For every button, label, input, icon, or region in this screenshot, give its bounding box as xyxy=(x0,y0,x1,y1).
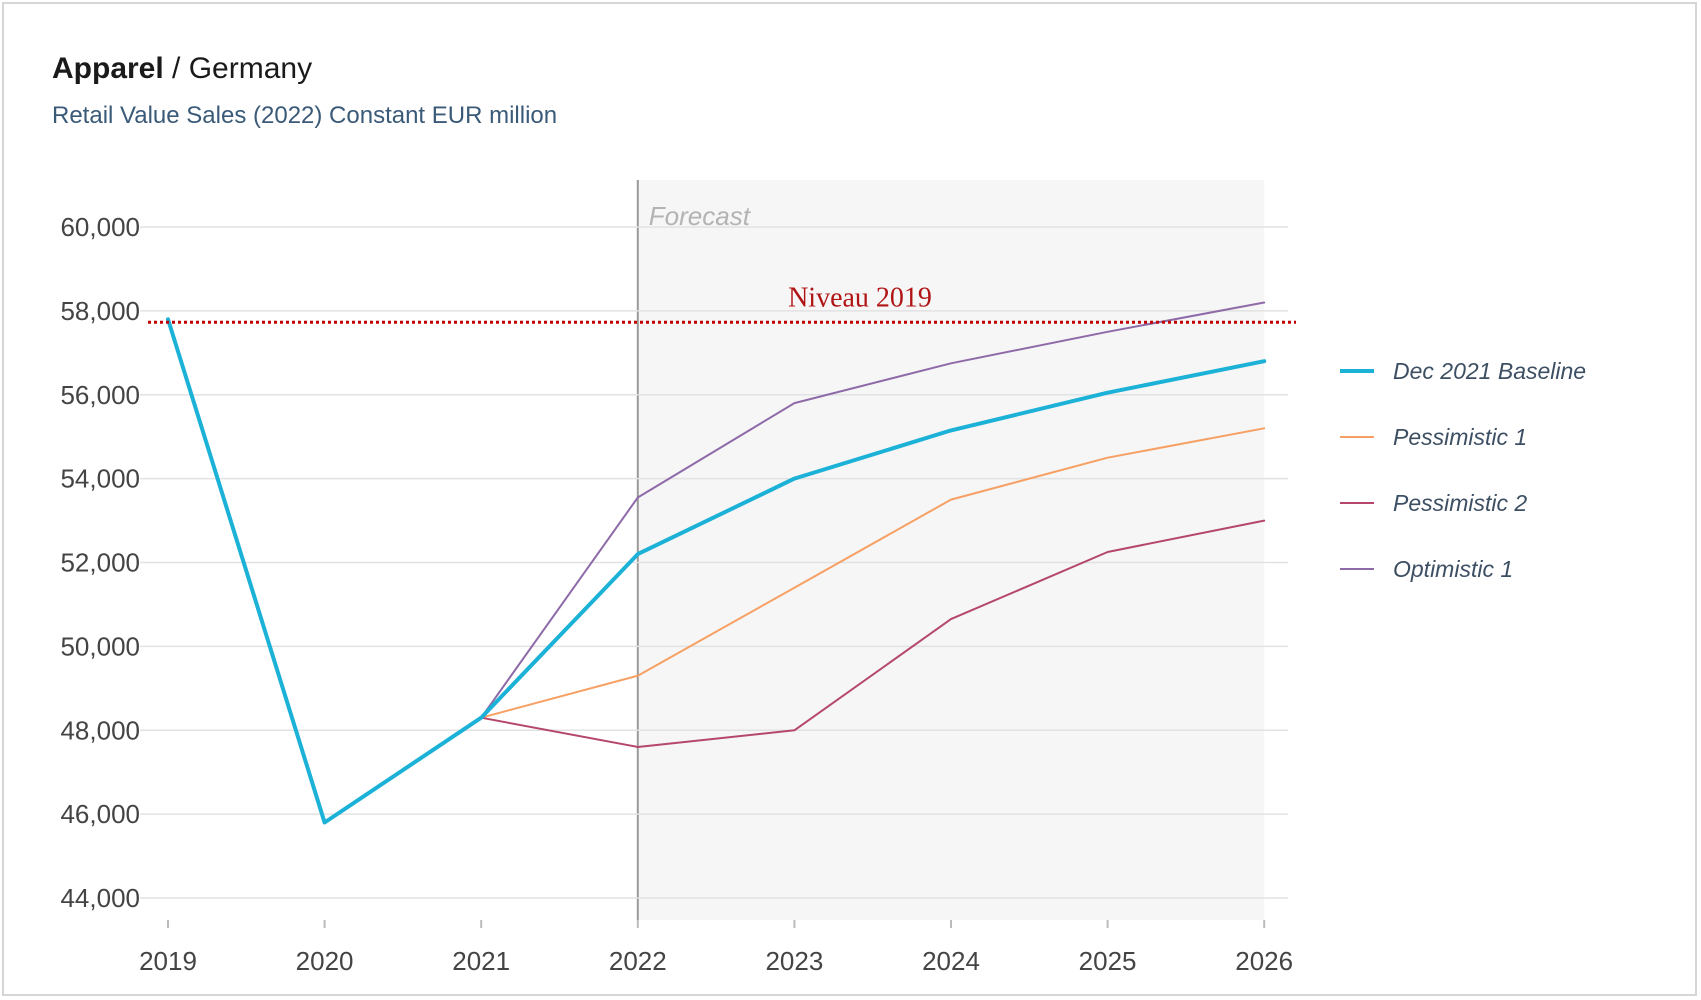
grid-lines xyxy=(140,226,1288,899)
y-tick-label: 50,000 xyxy=(60,631,140,661)
forecast-label: Forecast xyxy=(649,201,752,231)
x-axis: 2019 2020 2021 2022 2023 2024 2025 2026 xyxy=(139,920,1293,976)
x-tick-label: 2020 xyxy=(296,946,354,976)
x-tick-label: 2024 xyxy=(922,946,980,976)
series-lines xyxy=(166,301,1267,825)
y-axis: 44,000 46,000 48,000 50,000 52,000 54,000 56,0… xyxy=(60,212,140,913)
title-region: / Germany xyxy=(163,52,313,85)
forecast-region: Forecast xyxy=(636,180,1265,920)
x-tick-label: 2023 xyxy=(765,946,823,976)
legend-label: Pessimistic 2 xyxy=(1393,490,1527,516)
y-tick-label: 54,000 xyxy=(60,464,140,494)
chart-subtitle: Retail Value Sales (2022) Constant EUR m… xyxy=(52,102,558,129)
x-tick-label: 2022 xyxy=(609,946,667,976)
y-tick-label: 60,000 xyxy=(60,212,140,242)
y-tick-label: 52,000 xyxy=(60,548,140,578)
legend: Dec 2021 Baseline Pessimistic 1 Pessimisti… xyxy=(1340,358,1586,582)
y-tick-label: 44,000 xyxy=(60,883,140,913)
legend-label: Dec 2021 Baseline xyxy=(1393,358,1586,384)
y-tick-label: 48,000 xyxy=(60,715,140,745)
y-tick-label: 58,000 xyxy=(60,296,140,326)
y-tick-label: 56,000 xyxy=(60,380,140,410)
x-tick-label: 2021 xyxy=(452,946,510,976)
title-category: Apparel xyxy=(52,52,164,85)
y-tick-label: 46,000 xyxy=(60,799,140,829)
legend-label: Pessimistic 1 xyxy=(1393,424,1527,450)
chart-title: Apparel / Germany xyxy=(52,52,312,86)
forecast-shading xyxy=(637,180,1265,920)
x-tick-label: 2019 xyxy=(139,946,197,976)
series-line-dec-2021-baseline xyxy=(166,317,1267,825)
x-tick-label: 2026 xyxy=(1235,946,1293,976)
legend-label: Optimistic 1 xyxy=(1393,556,1513,582)
reference-line-label: Niveau 2019 xyxy=(788,282,932,313)
x-tick-label: 2025 xyxy=(1079,946,1137,976)
reference-line-group: Niveau 2019 xyxy=(148,282,1296,324)
